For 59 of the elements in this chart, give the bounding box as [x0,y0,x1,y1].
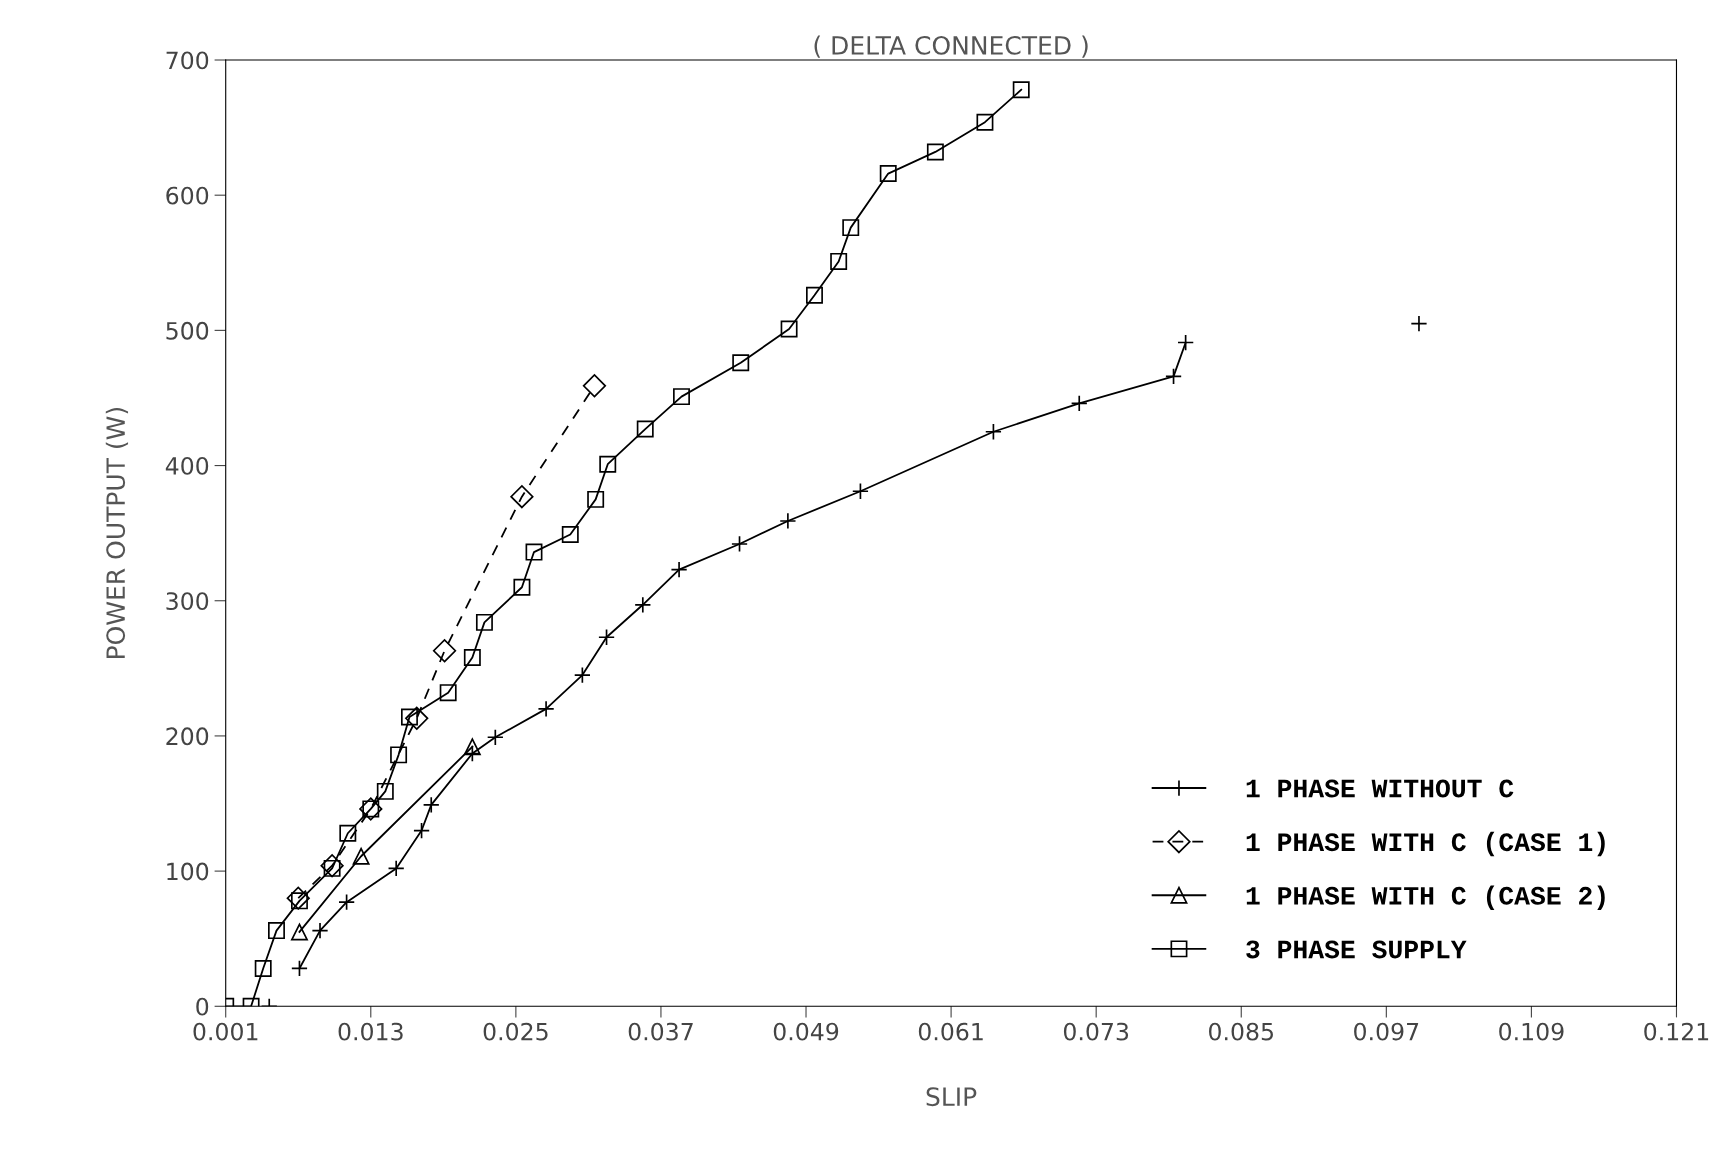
x-axis-title: SLIP [926,1087,977,1107]
y-tick-label: 700 [166,51,209,70]
point [463,738,481,756]
y-axis-title: POWER OUTPUT (W) [105,407,129,659]
point [806,286,823,304]
x-tick-label: 0.073 [1063,1022,1129,1041]
chart-title: ( DELTA CONNECTED ) [814,35,1088,58]
point [525,543,543,561]
x-tick-label: 0.097 [1354,1022,1419,1041]
point [830,252,848,270]
point [439,684,457,702]
y-tick-label: 200 [166,727,209,746]
x-tick-label: 0.037 [628,1022,693,1041]
x-tick-label: 0.109 [1499,1022,1564,1041]
point [582,374,607,398]
point [842,219,860,237]
point [320,854,344,878]
legend-label: 1 PHASE WITH C (CASE 2) [1246,885,1605,910]
point [879,165,897,183]
y-tick-label: 0 [196,997,209,1016]
y-tick-label: 500 [166,321,209,340]
point [587,490,605,508]
x-tick-label: 0.121 [1644,1022,1709,1041]
point [926,143,944,161]
x-tick-label: 0.001 [193,1022,258,1041]
legend-label: 1 PHASE WITH C (CASE 1) [1246,831,1605,857]
point [475,613,493,631]
point [1012,81,1030,99]
point [405,706,429,730]
y-tick-label: 400 [165,457,209,475]
point [976,113,994,131]
point [599,455,617,473]
point [290,923,308,941]
point [286,886,310,910]
point [673,388,690,406]
point [254,959,272,977]
x-tick-label: 0.061 [918,1022,983,1041]
legend-label: 3 PHASE SUPPLY [1246,940,1467,959]
y-tick-label: 600 [166,186,209,205]
point [339,824,357,842]
point [780,320,798,338]
point [352,847,370,865]
x-tick-label: 0.013 [338,1022,403,1041]
point [463,649,481,666]
point [432,639,457,663]
point [376,782,394,800]
point [732,354,750,372]
y-tick-label: 100 [167,862,209,881]
y-tick-label: 300 [166,592,209,611]
x-tick-label: 0.025 [483,1022,548,1041]
point [268,922,285,940]
point [390,746,408,764]
point [510,485,534,509]
point [561,526,579,543]
legend-label: 1 PHASE WITHOUT C [1246,779,1514,798]
x-tick-label: 0.049 [773,1022,839,1041]
x-tick-label: 0.085 [1209,1022,1273,1041]
point [513,578,531,596]
point [636,420,654,438]
